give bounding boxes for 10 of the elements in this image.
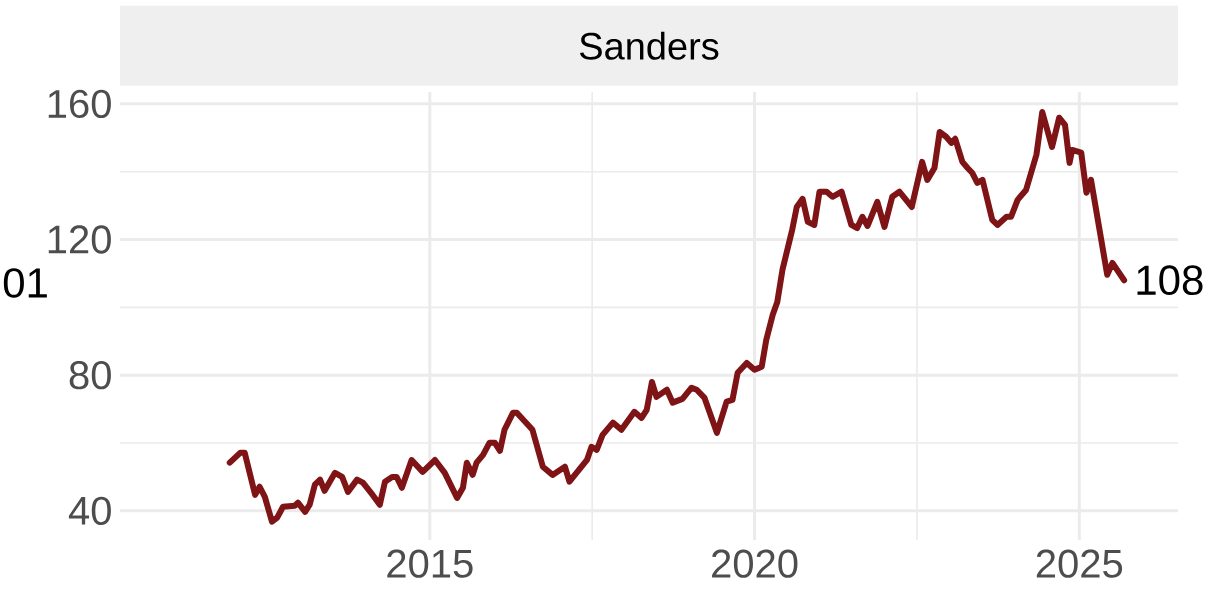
annotation: 108 bbox=[1137, 265, 1203, 296]
y-tick-label: 120 bbox=[48, 225, 111, 254]
chart-title: Sanders bbox=[579, 31, 719, 60]
y-tick-label: 80 bbox=[69, 361, 111, 390]
y-tick-label: 160 bbox=[48, 89, 111, 119]
x-tick-label: 2025 bbox=[1036, 549, 1123, 578]
x-tick-label: 2015 bbox=[387, 549, 473, 578]
text: 01 bbox=[3, 268, 47, 298]
y-tick-label: 40 bbox=[68, 496, 111, 525]
x-tick-label: 2020 bbox=[712, 549, 798, 578]
